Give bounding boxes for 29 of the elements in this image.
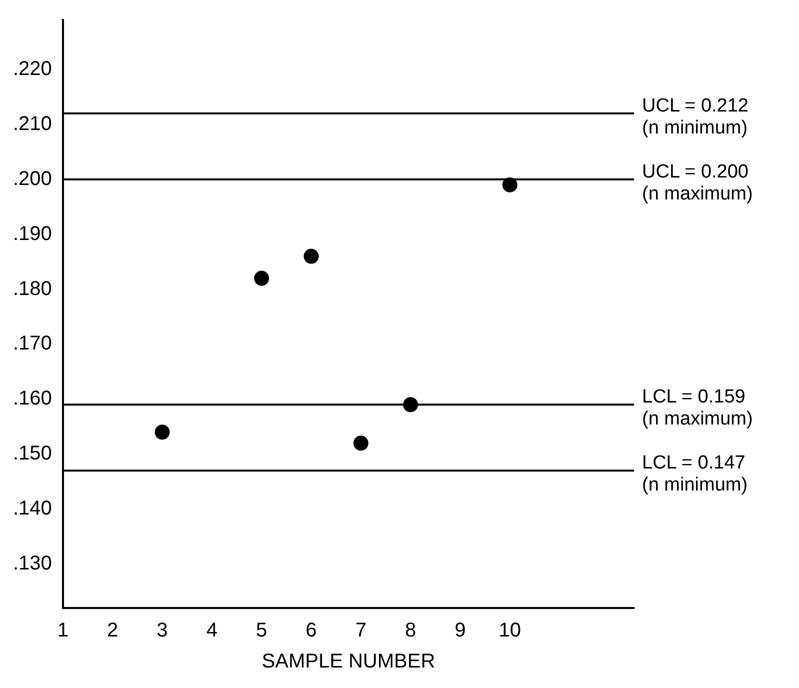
point <box>154 424 170 440</box>
x-tick-label: 4 <box>206 620 218 642</box>
point <box>353 436 368 451</box>
ref-line-label: UCL = 0.200 (n maximum) <box>642 161 753 204</box>
y-tick-label: .210 <box>12 112 52 135</box>
y-tick-label: .200 <box>12 168 52 190</box>
y-tick-label: .140 <box>12 498 52 520</box>
ref-line-label: LCL = 0.147 (n minimum) <box>642 452 748 496</box>
y-tick-label: .220 <box>12 58 52 80</box>
y-tick-label: .160 <box>12 388 52 410</box>
ref-line-label: UCL = 0.212 (n minimum) <box>642 95 749 138</box>
x-tick-label: 2 <box>107 620 118 642</box>
x-axis-title: SAMPLE NUMBER <box>262 650 436 673</box>
x-tick-label: 6 <box>306 620 317 642</box>
x-tick-label: 1 <box>57 620 68 642</box>
point <box>254 270 270 286</box>
y-tick-label: .130 <box>12 552 52 575</box>
x-tick-label: 5 <box>256 620 268 642</box>
y-tick-label: .190 <box>12 222 52 245</box>
y-tick-label: .150 <box>12 442 52 465</box>
y-tick-label: .180 <box>12 278 52 300</box>
point <box>304 248 319 264</box>
ref-line-label: LCL = 0.159 (n maximum) <box>642 386 753 430</box>
y-tick-label: .170 <box>12 332 52 355</box>
x-tick-label: 8 <box>404 620 416 642</box>
x-tick-label: 10 <box>498 620 521 642</box>
x-tick-label: 7 <box>355 620 366 642</box>
x-tick-label: 9 <box>454 620 466 642</box>
x-tick-label: 3 <box>156 620 168 642</box>
